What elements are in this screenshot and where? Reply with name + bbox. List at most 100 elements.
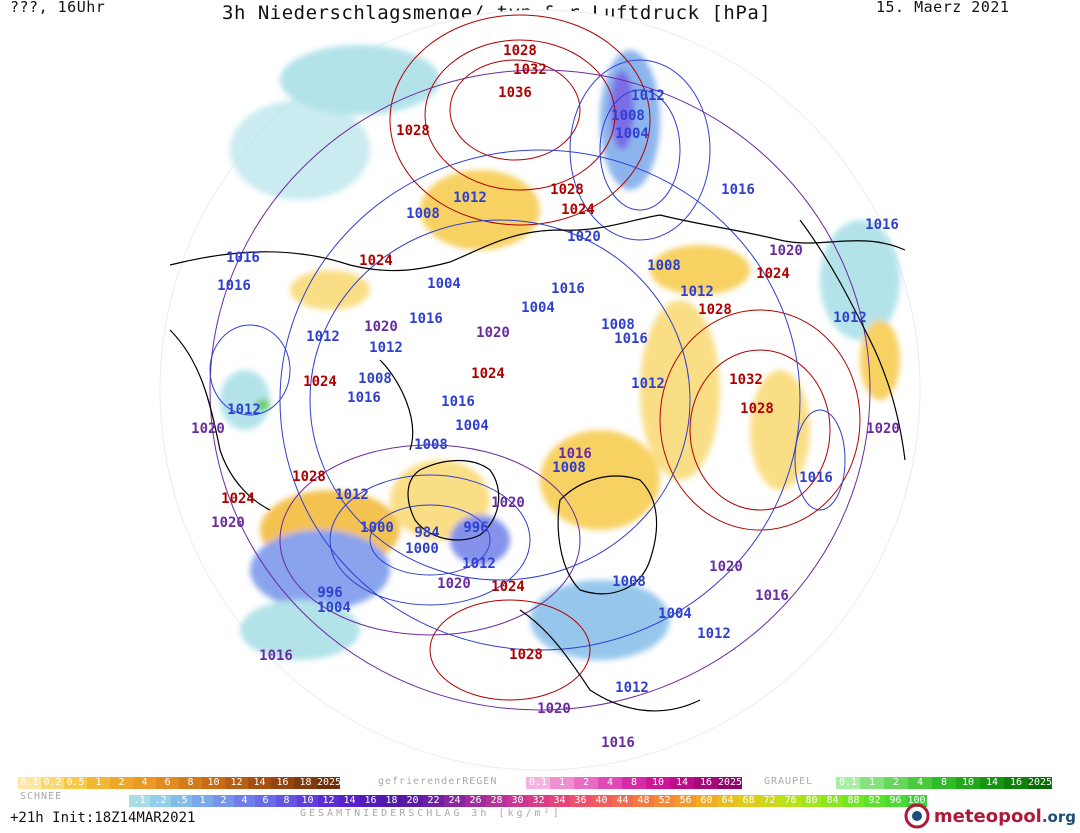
isobar-label: 1012 [335, 487, 369, 503]
total-precipitation-legend-swatch: 60 [696, 795, 717, 807]
total-precipitation-legend-swatch: 16 [360, 795, 381, 807]
isobar-label: 1020 [364, 319, 398, 335]
isobar-label: 1020 [769, 243, 803, 259]
isobar-label: 1012 [631, 376, 665, 392]
isobar-label: 1016 [721, 182, 755, 198]
total-precipitation-legend-swatch: 92 [864, 795, 885, 807]
total-precipitation-legend-swatch: 28 [486, 795, 507, 807]
isobar-label: 1012 [453, 190, 487, 206]
total-precipitation-legend: .1.2.5 1 2 4 6 8 10 12 14 16 18 20 22 24 26 28 30 32 34 36 4… [129, 795, 927, 807]
total-precipitation-legend-swatch: 48 [633, 795, 654, 807]
isobar-label: 1000 [405, 541, 439, 557]
meteopool-logo[interactable]: meteopool.org [904, 803, 1076, 829]
snow-legend-swatch: 12 [225, 777, 248, 789]
snow-legend-swatch: 10 [202, 777, 225, 789]
isobar-label: 1008 [406, 206, 440, 222]
isobar-label: 1020 [866, 421, 900, 437]
isobar-label: 1020 [709, 559, 743, 575]
snow-patch [640, 300, 720, 480]
total-precipitation-legend-swatch: 80 [801, 795, 822, 807]
graupel-patch [256, 399, 270, 411]
snow-legend: 0.1 0.2 0.5 1 2 4 6 8 10 12 14 16 18 2025+ [18, 777, 348, 789]
isobar-label: 1020 [476, 325, 510, 341]
isobar-label: 1012 [462, 556, 496, 572]
logo-tld: .org [1041, 807, 1076, 826]
total-precipitation-legend-swatch: 44 [612, 795, 633, 807]
total-precipitation-legend-swatch: 56 [675, 795, 696, 807]
isobar-label: 1028 [396, 123, 430, 139]
rain-patch [530, 580, 670, 660]
total-precipitation-legend-swatch: 26 [465, 795, 486, 807]
forecast-init-label: +21h Init:18Z14MAR2021 [10, 810, 196, 826]
isobar-label: 1012 [680, 284, 714, 300]
graupel-legend-swatch: 4 [908, 777, 932, 789]
isobar-label: 1008 [358, 371, 392, 387]
isobar-label: 1028 [698, 302, 732, 318]
isobar-lines [209, 14, 871, 711]
freezing-rain-legend-swatch: 14 [670, 777, 694, 789]
snow-patch [650, 245, 750, 295]
total-precipitation-legend-swatch: .2 [150, 795, 171, 807]
rain-patch [250, 530, 390, 610]
freezing-rain-legend-swatch: 1 [550, 777, 574, 789]
coastlines [169, 214, 906, 712]
header-left-label: ???, 16Uhr [10, 0, 106, 16]
snow-legend-swatch: 14 [248, 777, 271, 789]
isobar-label: 1016 [614, 331, 648, 347]
total-precipitation-legend-swatch: 24 [444, 795, 465, 807]
total-precipitation-legend-swatch: 18 [381, 795, 402, 807]
rain-patch [240, 600, 360, 660]
isobar-label: 1016 [409, 311, 443, 327]
snow-legend-swatch: 2025+ [317, 777, 348, 789]
isobar-label: 1020 [537, 701, 571, 717]
isobar-label: 1016 [226, 250, 260, 266]
isobar-label: 1012 [369, 340, 403, 356]
total-precipitation-legend-swatch: 34 [549, 795, 570, 807]
isobar-label: 1016 [551, 281, 585, 297]
isobar-label: 1028 [503, 43, 537, 59]
snow-legend-swatch: 0.5 [64, 777, 87, 789]
total-precipitation-legend-swatch: .1 [129, 795, 150, 807]
isobar-label: 1004 [455, 418, 489, 434]
isobar-label: 984 [414, 525, 439, 541]
graupel-legend-label: GRAUPEL [764, 776, 814, 787]
isobar-label: 996 [317, 585, 342, 601]
freezing-rain-legend-label: gefrierenderREGEN [378, 776, 498, 787]
isobar-label: 1000 [360, 520, 394, 536]
rain-patch [820, 220, 900, 340]
isobar-label: 1020 [211, 515, 245, 531]
isobar-label: 1004 [317, 600, 351, 616]
isobar-label: 1016 [217, 278, 251, 294]
snow-legend-label: SCHNEE [20, 791, 63, 802]
logo-brand: meteopool [933, 805, 1042, 827]
isobar-labels: 1028 1032 1036 1028 1012 1008 1004 1012 1028 1024… [191, 43, 900, 751]
total-precipitation-legend-swatch: 76 [780, 795, 801, 807]
total-precipitation-legend-swatch: 68 [738, 795, 759, 807]
total-precipitation-legend-swatch: 36 [570, 795, 591, 807]
isobar-label: 1032 [513, 62, 547, 78]
isobar-label: 1020 [491, 495, 525, 511]
total-precipitation-legend-swatch: .5 [171, 795, 192, 807]
isobar-label: 1012 [306, 329, 340, 345]
freezing-rain-legend-swatch: 10 [646, 777, 670, 789]
isobar-label: 1032 [729, 372, 763, 388]
isobar-label: 1028 [740, 401, 774, 417]
isobar-label: 1016 [755, 588, 789, 604]
isobar-label: 1024 [756, 266, 790, 282]
isobar-label: 1004 [615, 126, 649, 142]
isobar-label: 1024 [471, 366, 505, 382]
isobar-label: 1016 [441, 394, 475, 410]
snow-legend-swatch: 2 [110, 777, 133, 789]
isobar-label: 1016 [259, 648, 293, 664]
rain-patch [610, 70, 634, 150]
graupel-legend-swatch: 8 [932, 777, 956, 789]
isobar-label: 1028 [292, 469, 326, 485]
isobar-label: 1024 [561, 202, 595, 218]
isobar-label: 1016 [865, 217, 899, 233]
freezing-rain-legend-swatch: 2025+ [718, 777, 749, 789]
total-precipitation-legend-swatch: 72 [759, 795, 780, 807]
isobar-label: 1016 [347, 390, 381, 406]
snow-legend-swatch: 0.2 [41, 777, 64, 789]
isobar-label: 1024 [359, 253, 393, 269]
snow-patch [290, 270, 370, 310]
